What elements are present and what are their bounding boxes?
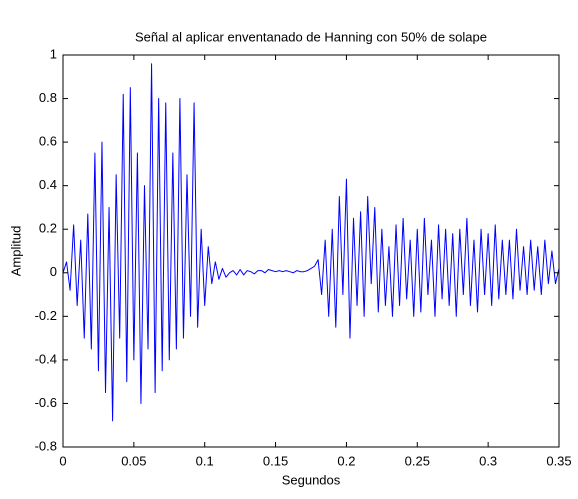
y-tick-label: -0.6: [35, 395, 57, 410]
y-axis-label: Amplitud: [8, 226, 23, 277]
x-tick-label: 0.35: [546, 453, 571, 468]
y-tick-label: 0.6: [39, 134, 57, 149]
x-tick-label: 0.05: [121, 453, 146, 468]
signal-line: [62, 63, 560, 422]
y-tick-label: 0.8: [39, 90, 57, 105]
chart-title: Señal al aplicar enventanado de Hanning …: [135, 29, 487, 44]
y-tick-label: 0.4: [39, 177, 57, 192]
x-axis-label: Segundos: [282, 472, 341, 487]
x-tick-label: 0.15: [263, 453, 288, 468]
y-tick-label: 1: [50, 46, 57, 61]
y-tick-label: -0.4: [35, 351, 57, 366]
y-tick-label: 0: [50, 264, 57, 279]
x-tick-label: 0.1: [196, 453, 214, 468]
x-tick-label: 0.25: [405, 453, 430, 468]
y-tick-label: -0.8: [35, 438, 57, 453]
y-tick-label: -0.2: [35, 308, 57, 323]
plot-frame: [62, 54, 560, 448]
x-tick-label: 0: [59, 453, 66, 468]
y-tick-label: 0.2: [39, 221, 57, 236]
x-tick-label: 0.3: [479, 453, 497, 468]
x-tick-label: 0.2: [337, 453, 355, 468]
